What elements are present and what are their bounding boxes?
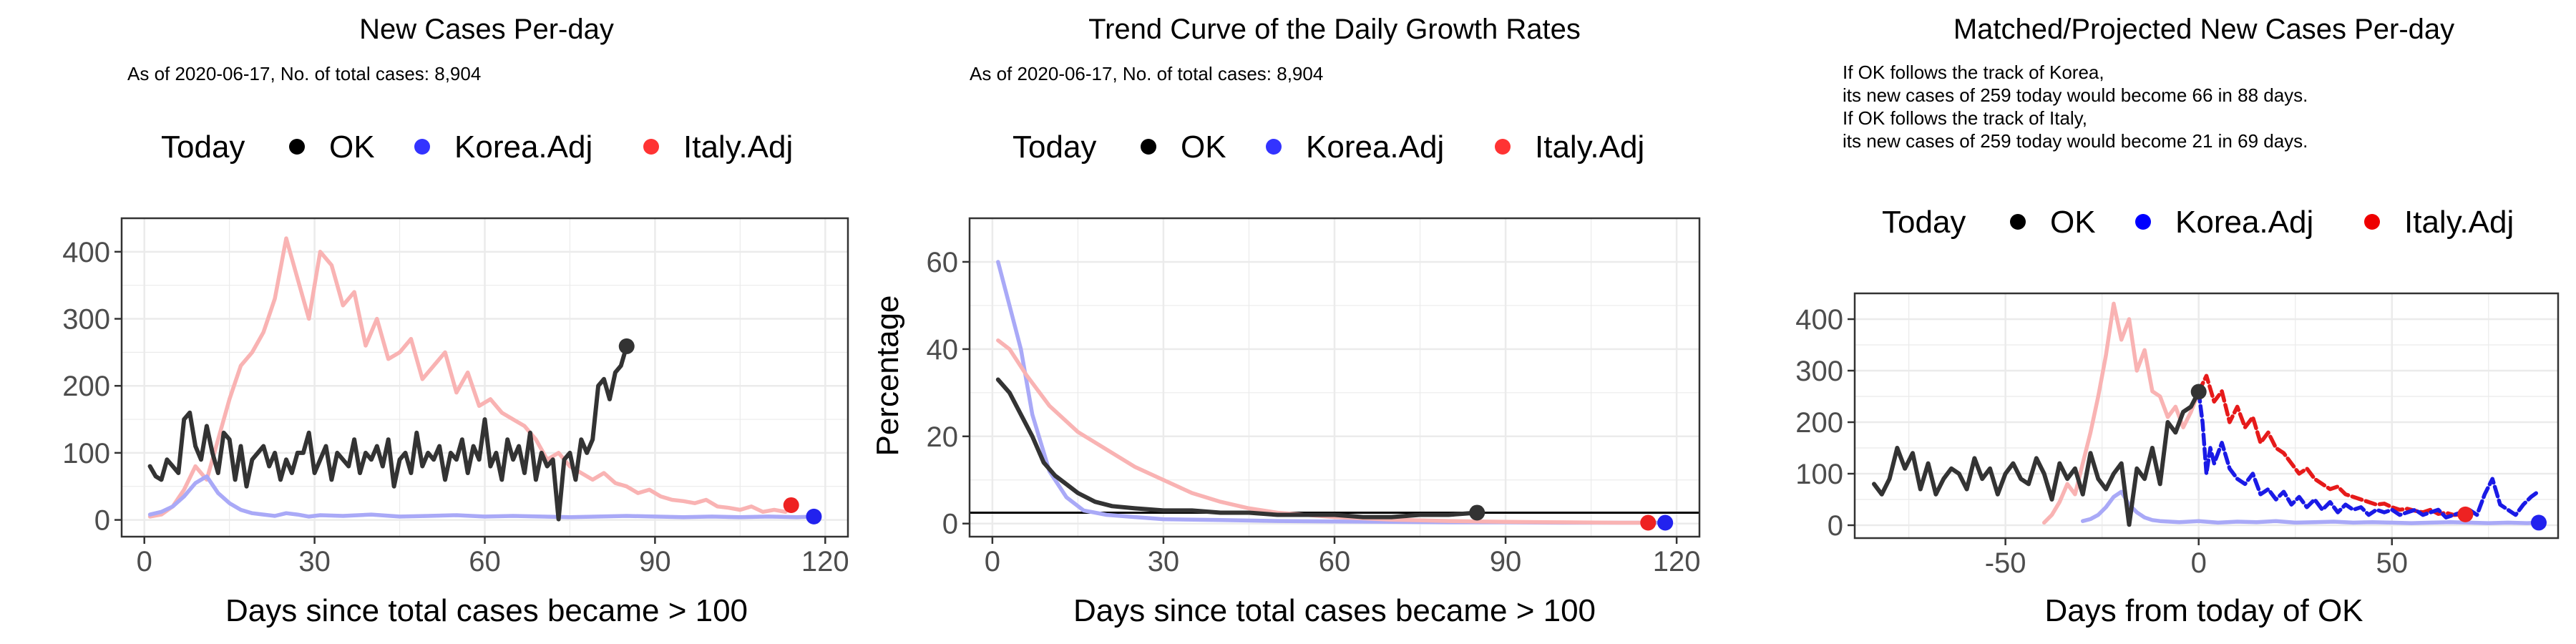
- chart2-xtick-label: 120: [1653, 546, 1701, 577]
- chart2-series-italy-adj: [996, 338, 1651, 525]
- chart1-series-ok: [147, 343, 629, 522]
- chart2-legend-dot-korea-adj: [1266, 139, 1282, 155]
- chart2-today-point-korea-adj: [1657, 514, 1674, 531]
- chart2-legend: Today OK Korea.Adj Italy.Adj: [1013, 130, 1644, 165]
- chart1-legend-label-korea-adj: Korea.Adj: [454, 130, 592, 165]
- chart1-subtitle-1: As of 2020-06-17, No. of total cases: 8,…: [127, 63, 481, 84]
- chart3-legend-dot-italy-adj: [2364, 214, 2380, 230]
- chart2-legend-label-korea-adj: Korea.Adj: [1306, 130, 1444, 165]
- chart2-ytick-label: 40: [927, 334, 959, 366]
- chart3-subtitle-1: If OK follows the track of Korea,: [1843, 62, 2104, 83]
- chart3-xtick-label: 0: [2191, 547, 2207, 579]
- chart2-ytick-label: 0: [942, 509, 958, 540]
- chart1-legend-dot-ok: [289, 139, 305, 155]
- chart3-xaxis-title: Days from today of OK: [2044, 593, 2363, 628]
- chart3-legend: Today OK Korea.Adj Italy.Adj: [1882, 205, 2514, 240]
- chart1-today-point-italy-adj: [783, 497, 799, 513]
- chart2-xtick-label: 60: [1319, 546, 1351, 577]
- chart3-subtitle-2: its new cases of 259 today would become …: [1843, 84, 2308, 106]
- chart2-legend-title: Today: [1013, 130, 1096, 165]
- chart3-legend-title: Today: [1882, 205, 1966, 240]
- chart3-grid: [1855, 293, 2558, 538]
- chart3-series-korea-adj-matched: [2080, 489, 2541, 525]
- chart1-ytick-label: 200: [62, 371, 110, 402]
- chart1-legend: Today OK Korea.Adj Italy.Adj: [161, 130, 793, 165]
- chart3-series-italy-adj-matched: [2041, 301, 2201, 525]
- chart3-xtick-label: -50: [1985, 547, 2026, 579]
- chart3-series-korea-adj: [2196, 389, 2541, 519]
- chart2-legend-dot-ok: [1141, 139, 1156, 155]
- chart2-xaxis-title: Days since total cases became > 100: [1073, 593, 1596, 628]
- chart2-xtick-label: 90: [1490, 546, 1522, 577]
- chart3-today-point-korea-adj: [2530, 514, 2547, 531]
- chart1-ytick-label: 100: [62, 438, 110, 469]
- chart3-legend-dot-ok: [2010, 214, 2026, 230]
- chart2-title: Trend Curve of the Daily Growth Rates: [1088, 14, 1581, 45]
- chart1-legend-dot-italy-adj: [643, 139, 659, 155]
- chart2-xtick-label: 0: [985, 546, 1000, 577]
- chart1-xtick-label: 60: [469, 546, 501, 577]
- chart1-legend-title: Today: [161, 130, 245, 165]
- chart3-legend-label-ok: OK: [2050, 205, 2096, 240]
- chart2-ytick-label: 60: [927, 247, 959, 278]
- chart1-today-point-ok: [618, 338, 635, 354]
- chart2-xtick-label: 30: [1148, 546, 1180, 577]
- chart3-legend-label-italy-adj: Italy.Adj: [2404, 205, 2514, 240]
- chart2-series-ok: [995, 377, 1480, 519]
- chart3-ytick-label: 0: [1828, 510, 1843, 542]
- chart2-legend-label-italy-adj: Italy.Adj: [1535, 130, 1644, 165]
- chart3-xtick-label: 50: [2376, 547, 2409, 579]
- chart2-today-point-italy-adj: [1640, 514, 1657, 531]
- chart3-subtitle-3: If OK follows the track of Italy,: [1843, 107, 2087, 129]
- chart1-xaxis-title: Days since total cases became > 100: [225, 593, 748, 628]
- chart1-ytick-label: 0: [94, 505, 110, 537]
- chart1-title: New Cases Per-day: [359, 14, 614, 45]
- chart1-ytick-label: 400: [62, 237, 110, 268]
- chart1-legend-dot-korea-adj: [414, 139, 430, 155]
- chart2-ytick-label: 20: [927, 421, 959, 453]
- chart2-legend-dot-italy-adj: [1495, 139, 1511, 155]
- chart1-xtick-label: 120: [801, 546, 849, 577]
- chart1-ytick-label: 300: [62, 304, 110, 336]
- chart3-title: Matched/Projected New Cases Per-day: [1953, 14, 2454, 45]
- chart1-xtick-label: 30: [298, 546, 331, 577]
- chart1-today-point-korea-adj: [806, 508, 822, 525]
- chart3-ytick-label: 400: [1795, 304, 1843, 336]
- chart2-today-point-ok: [1469, 504, 1485, 521]
- chart1-grid: [122, 218, 848, 537]
- chart2-yaxis-title: Percentage: [870, 295, 905, 456]
- chart2-grid: [970, 218, 1699, 537]
- chart1-series-italy-adj: [147, 236, 788, 519]
- chart2-legend-label-ok: OK: [1181, 130, 1226, 165]
- chart1-xtick-label: 0: [137, 546, 152, 577]
- chart1-legend-label-ok: OK: [329, 130, 375, 165]
- chart3-legend-dot-korea-adj: [2135, 214, 2151, 230]
- chart3-subtitle-4: its new cases of 259 today would become …: [1843, 130, 2308, 152]
- chart3-ytick-label: 200: [1795, 407, 1843, 439]
- chart3-series-ok: [1872, 389, 2201, 527]
- chart3-ytick-label: 100: [1795, 459, 1843, 490]
- chart3-legend-label-korea-adj: Korea.Adj: [2175, 205, 2313, 240]
- chart1-legend-label-italy-adj: Italy.Adj: [683, 130, 793, 165]
- chart3-ytick-label: 300: [1795, 356, 1843, 387]
- chart2-subtitle-1: As of 2020-06-17, No. of total cases: 8,…: [970, 63, 1323, 84]
- chart3-today-point-italy-adj: [2457, 506, 2474, 522]
- chart3-today-point-ok: [2190, 384, 2207, 400]
- chart3-plot-frame: [1853, 292, 2560, 540]
- chart1-xtick-label: 90: [639, 546, 671, 577]
- chart1-series-korea-adj: [147, 474, 816, 519]
